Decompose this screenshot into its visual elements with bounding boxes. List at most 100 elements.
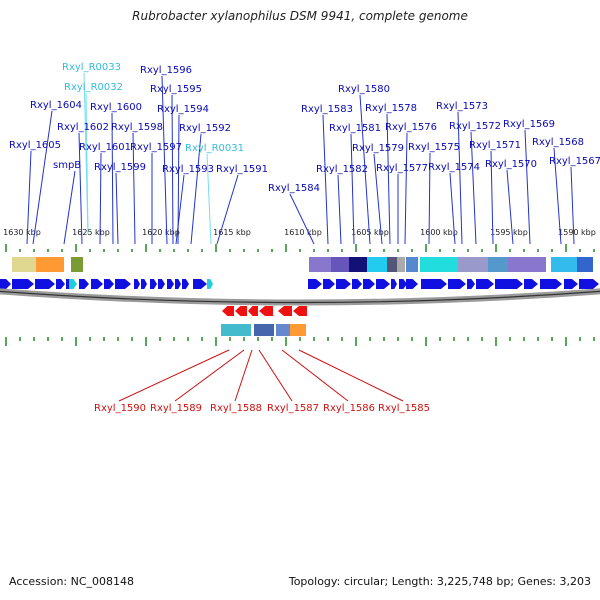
genome-arc-line [0, 290, 600, 304]
tick-label: 1595 kbp [490, 228, 528, 237]
gene-label-rxyl_1573: Rxyl_1573 [436, 101, 488, 112]
gene-arrow-reverse [235, 306, 247, 316]
label-connector [490, 150, 494, 245]
gene-arrow-reverse [278, 306, 292, 316]
label-connector [553, 147, 562, 245]
domain-box [367, 257, 387, 272]
gene-label-rxyl_1579: Rxyl_1579 [352, 143, 404, 154]
tick-label: 1590 kbp [558, 228, 596, 237]
domain-box [577, 257, 593, 272]
label-connector [32, 110, 53, 245]
gene-arrow-forward [175, 279, 181, 289]
gene-label-rxyl_1598: Rxyl_1598 [111, 122, 163, 133]
gene-label-rxyl_1571: Rxyl_1571 [469, 140, 521, 151]
gene-label-rxyl_1582: Rxyl_1582 [316, 164, 368, 175]
tick-label: 1620 kbp [142, 228, 180, 237]
gene-label-rxyl_1575: Rxyl_1575 [408, 142, 460, 153]
gene-arrow-reverse [259, 306, 273, 316]
domain-box [71, 257, 83, 272]
tick-label: 1605 kbp [351, 228, 389, 237]
gene-arrow-forward [579, 279, 599, 289]
gene-arrow-forward [141, 279, 147, 289]
domain-box [12, 257, 36, 272]
domain-box [290, 324, 306, 336]
label-connector [190, 133, 202, 245]
gene-label-rxyl_1576: Rxyl_1576 [385, 122, 437, 133]
label-connector [289, 193, 315, 245]
gene-label-rxyl_1601: Rxyl_1601 [79, 142, 131, 153]
gene-label-rxyl_1570: Rxyl_1570 [485, 159, 537, 170]
gene-label-smpb: smpB [53, 160, 81, 171]
gene-label-rxyl_1578: Rxyl_1578 [365, 103, 417, 114]
label-connector [404, 132, 408, 245]
domain-box [309, 257, 331, 272]
label-connectors [26, 72, 575, 402]
label-connector [132, 132, 136, 245]
gene-label-rxyl_1591: Rxyl_1591 [216, 164, 268, 175]
gene-label-rxyl_1580: Rxyl_1580 [338, 84, 390, 95]
gene-label-rxyl_1592: Rxyl_1592 [179, 123, 231, 134]
gene-label-rxyl_1602: Rxyl_1602 [57, 122, 109, 133]
label-connector [428, 152, 431, 245]
gene-label-rxyl_1593: Rxyl_1593 [162, 164, 214, 175]
gene-label-rxyl_1587: Rxyl_1587 [267, 403, 319, 414]
gene-arrow-forward [323, 279, 335, 289]
domain-box [349, 257, 367, 272]
label-connector [206, 153, 212, 245]
gene-labels: Rxyl_R0033 Rxyl_R0032 Rxyl_1596 Rxyl_1595 Rx… [9, 62, 600, 414]
gene-label-rxyl_1568: Rxyl_1568 [532, 137, 584, 148]
label-connector [570, 166, 575, 245]
gene-label-rxyl_1604: Rxyl_1604 [30, 100, 82, 111]
genome-title: Rubrobacter xylanophilus DSM 9941, compl… [132, 9, 468, 23]
domain-box [276, 324, 290, 336]
label-connector [506, 169, 514, 245]
label-connector [298, 349, 404, 402]
gene-arrow-forward [308, 279, 322, 289]
gene-arrows [0, 279, 599, 316]
domain-box [36, 257, 64, 272]
domain-box [387, 257, 397, 272]
gene-label-rxyl_1594: Rxyl_1594 [157, 104, 209, 115]
gene-label-rxyl_r0031: Rxyl_R0031 [185, 143, 244, 154]
label-connector [174, 349, 245, 402]
label-connector [258, 349, 293, 402]
label-connector [337, 174, 342, 245]
gene-label-rxyl_1605: Rxyl_1605 [9, 140, 61, 151]
gene-arrow-forward [182, 279, 189, 289]
domain-box [397, 257, 405, 272]
gene-arrow-forward [399, 279, 407, 289]
label-connector [118, 349, 230, 402]
gene-arrow-reverse [248, 306, 258, 316]
gene-label-rxyl_1590: Rxyl_1590 [94, 403, 146, 414]
label-connector [85, 92, 89, 235]
tick-label: 1630 kbp [3, 228, 41, 237]
gene-arrow-forward [56, 279, 65, 289]
gene-arrow-forward [352, 279, 362, 289]
label-connector [234, 349, 253, 402]
gene-label-rxyl_1567: Rxyl_1567 [549, 156, 600, 167]
gene-arrow-reverse [293, 306, 307, 316]
tick-label: 1600 kbp [420, 228, 458, 237]
gene-arrow-forward [0, 279, 11, 289]
gene-label-rxyl_1597: Rxyl_1597 [130, 142, 182, 153]
gene-label-rxyl_1595: Rxyl_1595 [150, 84, 202, 95]
gene-label-rxyl_1572: Rxyl_1572 [449, 121, 501, 132]
domain-box [331, 257, 349, 272]
label-connector [457, 111, 463, 245]
label-connector [281, 349, 349, 402]
label-connector [373, 153, 383, 245]
gene-label-rxyl_1589: Rxyl_1589 [150, 403, 202, 414]
domain-box [221, 324, 251, 336]
gene-label-rxyl_r0033: Rxyl_R0033 [62, 62, 121, 73]
gene-arrow-forward [193, 279, 207, 289]
topology-summary: Topology: circular; Length: 3,225,748 bp… [288, 575, 591, 588]
gene-arrow-forward [467, 279, 475, 289]
gene-arrow-forward [91, 279, 103, 289]
label-connector [78, 132, 83, 245]
gene-label-rxyl_1574: Rxyl_1574 [428, 162, 480, 173]
gene-arrow-forward [336, 279, 351, 289]
gene-label-rxyl_1569: Rxyl_1569 [503, 119, 555, 130]
label-connector [449, 172, 456, 245]
